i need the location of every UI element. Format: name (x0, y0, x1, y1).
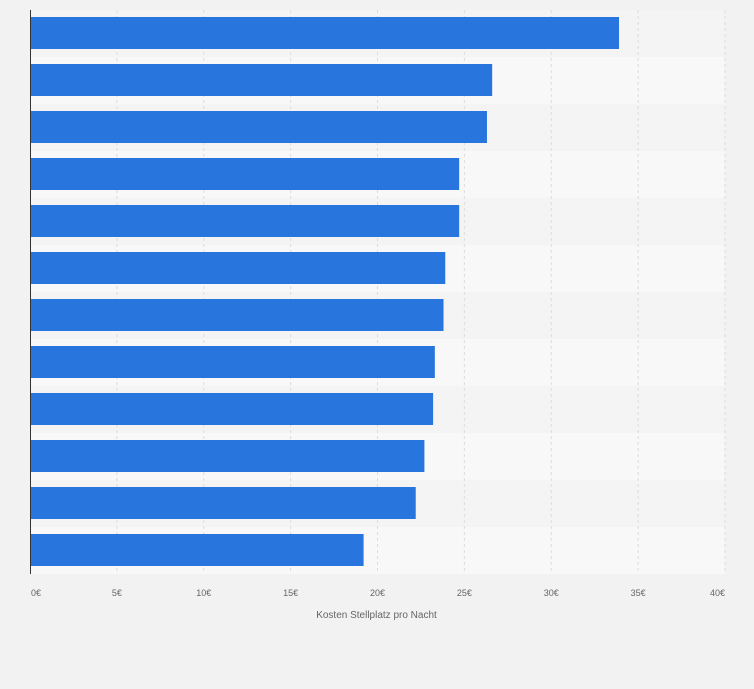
x-tick-label: 0€ (31, 588, 41, 598)
x-tick-label: 30€ (544, 588, 559, 598)
bar (30, 158, 460, 190)
bar (30, 299, 444, 331)
x-tick-label: 10€ (196, 588, 211, 598)
x-axis-tick-labels: 0€ 5€ 10€ 15€ 20€ 25€ 30€ 35€ 40€ (31, 588, 725, 598)
x-tick-label: 40€ (710, 588, 725, 598)
bar (30, 205, 460, 237)
gridlines (116, 10, 726, 574)
x-tick-label: 15€ (283, 588, 298, 598)
x-tick-label: 5€ (112, 588, 122, 598)
bars (30, 17, 620, 566)
x-tick-label: 25€ (457, 588, 472, 598)
bar (30, 111, 487, 143)
x-tick-label: 35€ (631, 588, 646, 598)
bar (30, 17, 620, 49)
x-axis-title: Kosten Stellplatz pro Nacht (316, 610, 437, 621)
bar (30, 534, 364, 566)
x-tick-label: 20€ (370, 588, 385, 598)
bar (30, 64, 493, 96)
bar (30, 487, 416, 519)
bar (30, 440, 425, 472)
bar (30, 393, 434, 425)
bar (30, 252, 446, 284)
bar (30, 346, 435, 378)
